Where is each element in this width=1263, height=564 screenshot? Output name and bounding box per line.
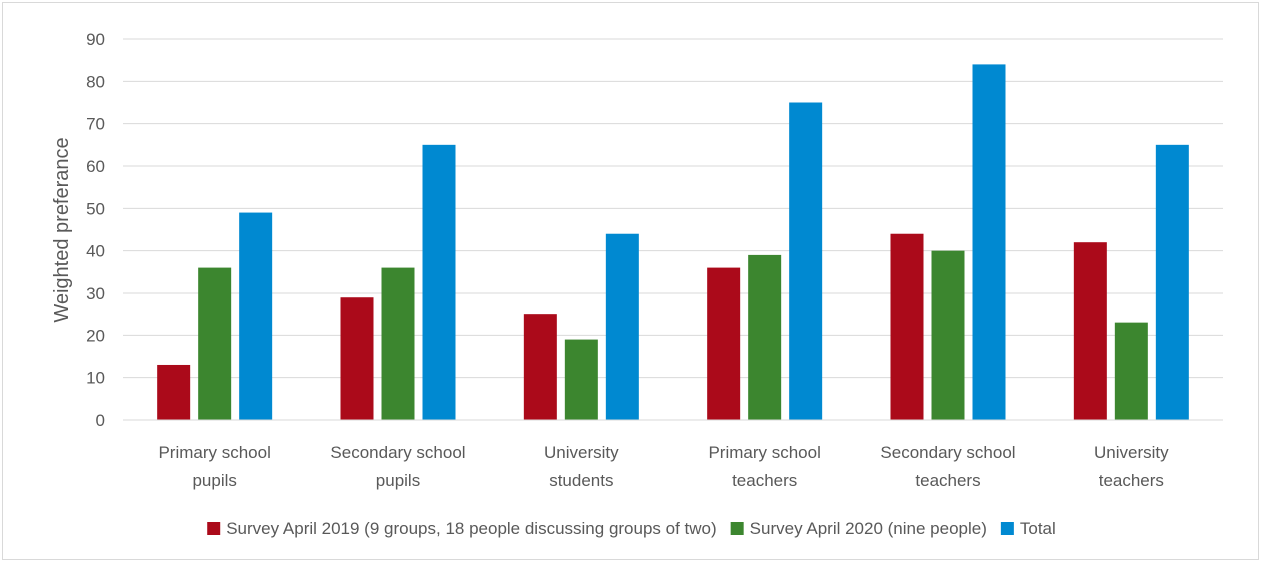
y-tick-label-40: 40 (86, 242, 105, 261)
bar-series3-cat3 (605, 233, 639, 420)
x-category-label-4-line2: teachers (732, 471, 797, 490)
y-tick-label-50: 50 (86, 199, 105, 218)
y-tick-label-20: 20 (86, 326, 105, 345)
bar-series1-cat5 (890, 233, 924, 420)
y-axis-ticks: 0 10 20 30 40 50 60 70 80 90 (86, 30, 105, 430)
y-tick-label-30: 30 (86, 284, 105, 303)
bar-series2-cat2 (381, 267, 415, 420)
x-category-label-3-line2: students (549, 471, 613, 490)
x-category-label-6-line2: teachers (1099, 471, 1164, 490)
legend-swatch-1 (207, 522, 221, 535)
bar-series1-cat4 (707, 267, 741, 420)
legend-item-3: Total (1000, 519, 1056, 538)
y-tick-label-80: 80 (86, 72, 105, 91)
legend-swatch-2 (730, 522, 744, 535)
bar-series1-cat6 (1073, 242, 1107, 420)
bar-series2-cat5 (931, 250, 965, 420)
bar-series2-cat6 (1114, 322, 1148, 420)
bar-series1-cat1 (157, 364, 191, 420)
x-category-label-1-line1: Primary school (158, 443, 270, 462)
legend-label-1: Survey April 2019 (9 groups, 18 people d… (226, 519, 716, 538)
x-category-label-1-line2: pupils (192, 471, 236, 490)
bars (157, 64, 1189, 421)
legend: Survey April 2019 (9 groups, 18 people d… (207, 519, 1056, 538)
legend-label-3: Total (1020, 519, 1056, 538)
x-category-label-4-line1: Primary school (708, 443, 820, 462)
bar-series3-cat5 (972, 64, 1006, 421)
x-axis-categories: Primary school pupils Secondary school pupi… (158, 443, 1169, 490)
x-category-label-3-line1: University (544, 443, 619, 462)
x-category-label-2-line1: Secondary school (330, 443, 465, 462)
y-axis-label: Weighted preferance (51, 137, 73, 322)
bar-series1-cat2 (340, 297, 374, 420)
y-tick-label-90: 90 (86, 30, 105, 49)
x-category-label-5-line1: Secondary school (880, 443, 1015, 462)
x-category-label-2-line2: pupils (376, 471, 420, 490)
bar-series2-cat3 (564, 339, 598, 420)
bar-series2-cat1 (198, 267, 232, 420)
legend-label-2: Survey April 2020 (nine people) (750, 519, 987, 538)
y-tick-label-10: 10 (86, 369, 105, 388)
gridlines (123, 38, 1223, 379)
bar-series1-cat3 (523, 314, 557, 420)
bar-series2-cat4 (748, 254, 782, 420)
legend-swatch-3 (1000, 522, 1014, 535)
legend-item-2: Survey April 2020 (nine people) (730, 519, 987, 538)
bar-series3-cat1 (239, 212, 273, 420)
bar-series3-cat4 (789, 102, 823, 420)
y-tick-label-0: 0 (96, 411, 105, 430)
y-tick-label-60: 60 (86, 157, 105, 176)
x-category-label-6-line1: University (1094, 443, 1169, 462)
y-tick-label-70: 70 (86, 115, 105, 134)
bar-series3-cat2 (422, 144, 456, 421)
x-category-label-5-line2: teachers (915, 471, 980, 490)
legend-item-1: Survey April 2019 (9 groups, 18 people d… (207, 519, 717, 538)
bar-series3-cat6 (1155, 144, 1189, 421)
